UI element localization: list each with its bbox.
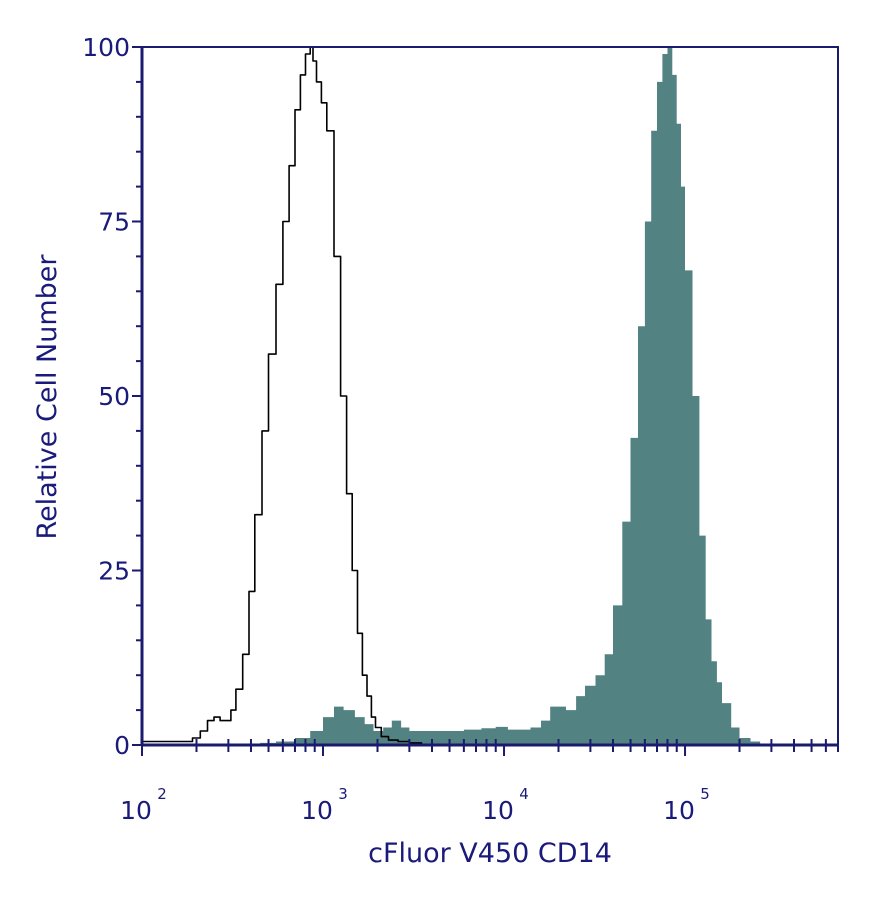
y-tick-label: 75 xyxy=(98,208,130,237)
y-tick-label: 25 xyxy=(98,557,130,586)
x-tick-label: 10 4 xyxy=(482,785,529,825)
plot-frame xyxy=(141,46,839,746)
x-axis-ticks xyxy=(141,739,839,756)
x-tick-label: 10 3 xyxy=(301,785,348,825)
x-tick-base: 10 xyxy=(663,796,695,825)
x-axis-tick-labels: 10 2 10 3 10 4 10 5 xyxy=(120,785,710,825)
x-tick-label: 10 2 xyxy=(120,785,167,825)
x-tick-base: 10 xyxy=(482,796,514,825)
x-tick-label: 10 5 xyxy=(663,785,710,825)
x-axis-title: cFluor V450 CD14 xyxy=(368,838,612,869)
isotype-control-histogram xyxy=(142,46,423,744)
cd14-stained-histogram xyxy=(260,47,772,745)
y-axis-title: Relative Cell Number xyxy=(32,254,63,540)
x-tick-base: 10 xyxy=(301,796,333,825)
x-tick-exponent: 2 xyxy=(157,785,167,803)
x-tick-exponent: 3 xyxy=(338,785,348,803)
y-tick-label: 100 xyxy=(82,33,130,62)
x-tick-exponent: 5 xyxy=(700,785,710,803)
plot-area xyxy=(142,46,772,745)
y-tick-label: 50 xyxy=(98,382,130,411)
x-tick-base: 10 xyxy=(120,796,152,825)
y-axis-ticks xyxy=(132,46,142,746)
y-tick-label: 0 xyxy=(114,731,130,760)
y-axis-tick-labels: 0 25 50 75 100 xyxy=(82,33,130,760)
x-tick-exponent: 4 xyxy=(519,785,529,803)
